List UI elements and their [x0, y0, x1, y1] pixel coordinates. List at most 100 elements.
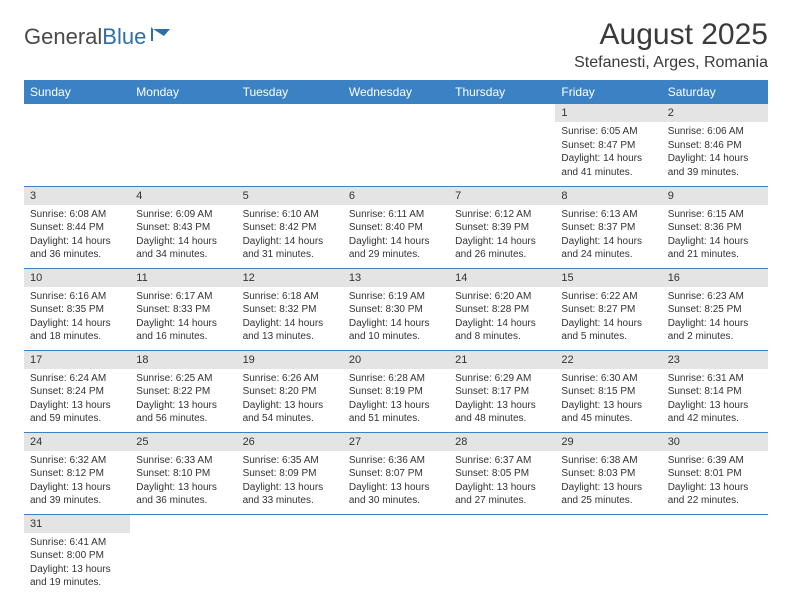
day-number: 10 — [24, 269, 130, 287]
calendar-empty-cell — [343, 104, 449, 186]
daylight-line: Daylight: 13 hours and 42 minutes. — [668, 399, 762, 426]
sunset-line: Sunset: 8:32 PM — [243, 303, 337, 317]
sunrise-line: Sunrise: 6:25 AM — [136, 372, 230, 386]
day-number: 9 — [662, 187, 768, 205]
day-number: 3 — [24, 187, 130, 205]
daylight-line: Daylight: 13 hours and 54 minutes. — [243, 399, 337, 426]
sunset-line: Sunset: 8:35 PM — [30, 303, 124, 317]
daylight-line: Daylight: 14 hours and 13 minutes. — [243, 317, 337, 344]
sunrise-line: Sunrise: 6:32 AM — [30, 454, 124, 468]
calendar-day-cell: 20Sunrise: 6:28 AMSunset: 8:19 PMDayligh… — [343, 350, 449, 432]
calendar-empty-cell — [130, 104, 236, 186]
day-details: Sunrise: 6:38 AMSunset: 8:03 PMDaylight:… — [555, 451, 661, 512]
sunrise-line: Sunrise: 6:05 AM — [561, 125, 655, 139]
calendar-day-cell: 23Sunrise: 6:31 AMSunset: 8:14 PMDayligh… — [662, 350, 768, 432]
sunset-line: Sunset: 8:09 PM — [243, 467, 337, 481]
sunrise-line: Sunrise: 6:16 AM — [30, 290, 124, 304]
calendar-week-row: 24Sunrise: 6:32 AMSunset: 8:12 PMDayligh… — [24, 432, 768, 514]
day-number: 12 — [237, 269, 343, 287]
daylight-line: Daylight: 13 hours and 33 minutes. — [243, 481, 337, 508]
calendar-day-cell: 4Sunrise: 6:09 AMSunset: 8:43 PMDaylight… — [130, 186, 236, 268]
day-details: Sunrise: 6:23 AMSunset: 8:25 PMDaylight:… — [662, 287, 768, 348]
day-details: Sunrise: 6:15 AMSunset: 8:36 PMDaylight:… — [662, 205, 768, 266]
calendar-day-cell: 30Sunrise: 6:39 AMSunset: 8:01 PMDayligh… — [662, 432, 768, 514]
calendar-day-cell: 5Sunrise: 6:10 AMSunset: 8:42 PMDaylight… — [237, 186, 343, 268]
weekday-header: Friday — [555, 80, 661, 104]
calendar-week-row: 31Sunrise: 6:41 AMSunset: 8:00 PMDayligh… — [24, 514, 768, 596]
sunrise-line: Sunrise: 6:06 AM — [668, 125, 762, 139]
day-details: Sunrise: 6:41 AMSunset: 8:00 PMDaylight:… — [24, 533, 130, 594]
daylight-line: Daylight: 14 hours and 5 minutes. — [561, 317, 655, 344]
calendar-table: SundayMondayTuesdayWednesdayThursdayFrid… — [24, 80, 768, 596]
sunset-line: Sunset: 8:22 PM — [136, 385, 230, 399]
sunset-line: Sunset: 8:30 PM — [349, 303, 443, 317]
sunrise-line: Sunrise: 6:09 AM — [136, 208, 230, 222]
day-details: Sunrise: 6:26 AMSunset: 8:20 PMDaylight:… — [237, 369, 343, 430]
sunset-line: Sunset: 8:28 PM — [455, 303, 549, 317]
sunset-line: Sunset: 8:05 PM — [455, 467, 549, 481]
day-details: Sunrise: 6:29 AMSunset: 8:17 PMDaylight:… — [449, 369, 555, 430]
logo-text-general: General — [24, 24, 102, 50]
sunset-line: Sunset: 8:44 PM — [30, 221, 124, 235]
day-number: 18 — [130, 351, 236, 369]
daylight-line: Daylight: 14 hours and 16 minutes. — [136, 317, 230, 344]
sunset-line: Sunset: 8:25 PM — [668, 303, 762, 317]
sunrise-line: Sunrise: 6:13 AM — [561, 208, 655, 222]
calendar-day-cell: 19Sunrise: 6:26 AMSunset: 8:20 PMDayligh… — [237, 350, 343, 432]
daylight-line: Daylight: 13 hours and 25 minutes. — [561, 481, 655, 508]
calendar-empty-cell — [555, 514, 661, 596]
calendar-empty-cell — [237, 104, 343, 186]
calendar-empty-cell — [449, 514, 555, 596]
calendar-empty-cell — [449, 104, 555, 186]
calendar-day-cell: 6Sunrise: 6:11 AMSunset: 8:40 PMDaylight… — [343, 186, 449, 268]
daylight-line: Daylight: 13 hours and 39 minutes. — [30, 481, 124, 508]
daylight-line: Daylight: 14 hours and 41 minutes. — [561, 152, 655, 179]
sunset-line: Sunset: 8:36 PM — [668, 221, 762, 235]
calendar-day-cell: 25Sunrise: 6:33 AMSunset: 8:10 PMDayligh… — [130, 432, 236, 514]
day-number: 20 — [343, 351, 449, 369]
sunset-line: Sunset: 8:12 PM — [30, 467, 124, 481]
calendar-week-row: 17Sunrise: 6:24 AMSunset: 8:24 PMDayligh… — [24, 350, 768, 432]
calendar-day-cell: 13Sunrise: 6:19 AMSunset: 8:30 PMDayligh… — [343, 268, 449, 350]
sunset-line: Sunset: 8:27 PM — [561, 303, 655, 317]
sunrise-line: Sunrise: 6:30 AM — [561, 372, 655, 386]
weekday-header-row: SundayMondayTuesdayWednesdayThursdayFrid… — [24, 80, 768, 104]
calendar-empty-cell — [662, 514, 768, 596]
daylight-line: Daylight: 14 hours and 31 minutes. — [243, 235, 337, 262]
day-number: 8 — [555, 187, 661, 205]
calendar-day-cell: 3Sunrise: 6:08 AMSunset: 8:44 PMDaylight… — [24, 186, 130, 268]
sunrise-line: Sunrise: 6:23 AM — [668, 290, 762, 304]
calendar-day-cell: 15Sunrise: 6:22 AMSunset: 8:27 PMDayligh… — [555, 268, 661, 350]
sunrise-line: Sunrise: 6:36 AM — [349, 454, 443, 468]
daylight-line: Daylight: 14 hours and 21 minutes. — [668, 235, 762, 262]
day-number: 15 — [555, 269, 661, 287]
day-number: 21 — [449, 351, 555, 369]
day-details: Sunrise: 6:36 AMSunset: 8:07 PMDaylight:… — [343, 451, 449, 512]
daylight-line: Daylight: 14 hours and 18 minutes. — [30, 317, 124, 344]
calendar-day-cell: 27Sunrise: 6:36 AMSunset: 8:07 PMDayligh… — [343, 432, 449, 514]
calendar-week-row: 3Sunrise: 6:08 AMSunset: 8:44 PMDaylight… — [24, 186, 768, 268]
sunrise-line: Sunrise: 6:38 AM — [561, 454, 655, 468]
day-number: 24 — [24, 433, 130, 451]
day-number: 5 — [237, 187, 343, 205]
sunset-line: Sunset: 8:43 PM — [136, 221, 230, 235]
day-details: Sunrise: 6:33 AMSunset: 8:10 PMDaylight:… — [130, 451, 236, 512]
sunset-line: Sunset: 8:42 PM — [243, 221, 337, 235]
day-details: Sunrise: 6:35 AMSunset: 8:09 PMDaylight:… — [237, 451, 343, 512]
sunset-line: Sunset: 8:20 PM — [243, 385, 337, 399]
day-number: 25 — [130, 433, 236, 451]
sunrise-line: Sunrise: 6:17 AM — [136, 290, 230, 304]
sunrise-line: Sunrise: 6:39 AM — [668, 454, 762, 468]
sunset-line: Sunset: 8:24 PM — [30, 385, 124, 399]
day-number: 1 — [555, 104, 661, 122]
calendar-day-cell: 14Sunrise: 6:20 AMSunset: 8:28 PMDayligh… — [449, 268, 555, 350]
sunrise-line: Sunrise: 6:12 AM — [455, 208, 549, 222]
day-details: Sunrise: 6:24 AMSunset: 8:24 PMDaylight:… — [24, 369, 130, 430]
weekday-header: Saturday — [662, 80, 768, 104]
day-details: Sunrise: 6:10 AMSunset: 8:42 PMDaylight:… — [237, 205, 343, 266]
daylight-line: Daylight: 14 hours and 26 minutes. — [455, 235, 549, 262]
daylight-line: Daylight: 13 hours and 36 minutes. — [136, 481, 230, 508]
day-details: Sunrise: 6:20 AMSunset: 8:28 PMDaylight:… — [449, 287, 555, 348]
calendar-day-cell: 7Sunrise: 6:12 AMSunset: 8:39 PMDaylight… — [449, 186, 555, 268]
day-number: 28 — [449, 433, 555, 451]
